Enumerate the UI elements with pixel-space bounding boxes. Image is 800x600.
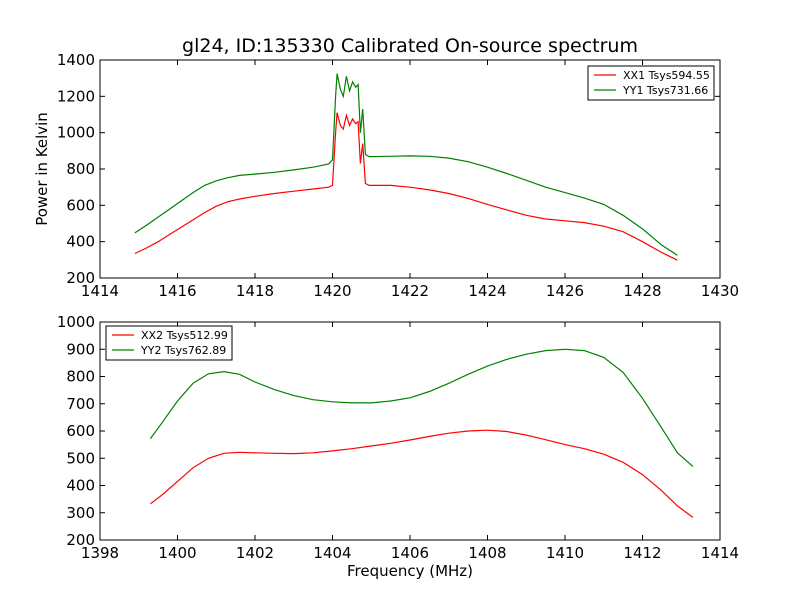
top-spectrum-plot: 1414 1416 1418 1420 1422 1424 1426 1428 1430 200 4… (57, 51, 739, 300)
y-tick-label: 200 (66, 269, 95, 287)
series-line-1 (150, 429, 694, 518)
y-tick-label: 800 (66, 368, 95, 386)
y-tick-label: 800 (66, 160, 95, 178)
legend-box (587, 65, 715, 101)
x-tick-label: 1402 (236, 544, 274, 562)
x-tick-label: 1404 (313, 544, 351, 562)
y-tick-label: 200 (66, 531, 95, 549)
x-tick-label: 1398 (81, 544, 119, 562)
bottom-spectrum-plot: 1398 1400 1402 1404 1406 1408 1410 1412 1414 200 3… (57, 313, 739, 562)
legend-label: YY2 Tsys762.89 (140, 344, 226, 357)
figure-title: gl24, ID:135330 Calibrated On-source spe… (182, 35, 638, 57)
legend-label: YY1 Tsys731.66 (622, 84, 708, 97)
x-axis-label: Frequency (MHz) (347, 562, 473, 580)
x-tick-label: 1406 (391, 544, 429, 562)
x-tick-label: 1420 (313, 282, 351, 300)
y-tick-label: 300 (66, 504, 95, 522)
x-tick-label: 1412 (623, 544, 661, 562)
y-tick-label: 600 (66, 422, 95, 440)
legend: XX2 Tsys512.99 YY2 Tsys762.89 (105, 325, 233, 361)
series-line-2 (134, 73, 678, 256)
y-tick-label: 600 (66, 196, 95, 214)
x-tick-label: 1408 (468, 544, 506, 562)
series-line-1 (134, 112, 678, 261)
legend-box (105, 325, 233, 361)
y-tick-label: 700 (66, 395, 95, 413)
y-axis-label: Power in Kelvin (33, 112, 51, 226)
y-tick-label: 500 (66, 449, 95, 467)
y-tick-label: 1400 (57, 51, 95, 69)
legend-label: XX2 Tsys512.99 (141, 329, 228, 342)
y-tick-label: 1000 (57, 313, 95, 331)
x-tick-label: 1414 (701, 544, 739, 562)
x-tick-label: 1400 (158, 544, 196, 562)
y-tick-label: 1200 (57, 87, 95, 105)
legend-label: XX1 Tsys594.55 (623, 69, 710, 82)
y-tick-label: 400 (66, 233, 95, 251)
x-tick-label: 1418 (236, 282, 274, 300)
x-tick-label: 1426 (546, 282, 584, 300)
x-tick-label: 1428 (623, 282, 661, 300)
legend: XX1 Tsys594.55 YY1 Tsys731.66 (587, 65, 715, 101)
x-tick-label: 1410 (546, 544, 584, 562)
x-tick-label: 1416 (158, 282, 196, 300)
x-tick-label: 1414 (81, 282, 119, 300)
y-tick-label: 1000 (57, 124, 95, 142)
y-tick-label: 900 (66, 340, 95, 358)
series-line-2 (149, 348, 694, 467)
y-tick-label: 400 (66, 477, 95, 495)
x-tick-label: 1424 (468, 282, 506, 300)
x-tick-label: 1422 (391, 282, 429, 300)
x-tick-label: 1430 (701, 282, 739, 300)
